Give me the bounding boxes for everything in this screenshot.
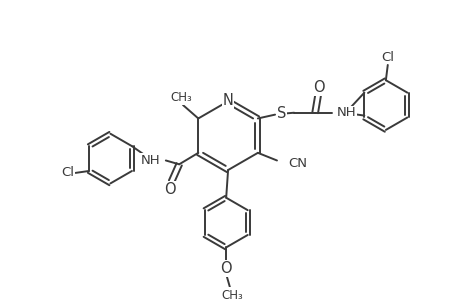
Text: Cl: Cl [381, 51, 393, 64]
Text: N: N [222, 93, 233, 108]
Text: S: S [276, 106, 286, 121]
Text: NH: NH [336, 106, 356, 119]
Text: NH: NH [140, 154, 160, 167]
Text: CN: CN [288, 157, 307, 170]
Text: CH₃: CH₃ [221, 289, 242, 300]
Text: O: O [313, 80, 324, 95]
Text: O: O [220, 261, 231, 276]
Text: CH₃: CH₃ [170, 91, 191, 104]
Text: Cl: Cl [61, 167, 74, 179]
Text: O: O [163, 182, 175, 196]
